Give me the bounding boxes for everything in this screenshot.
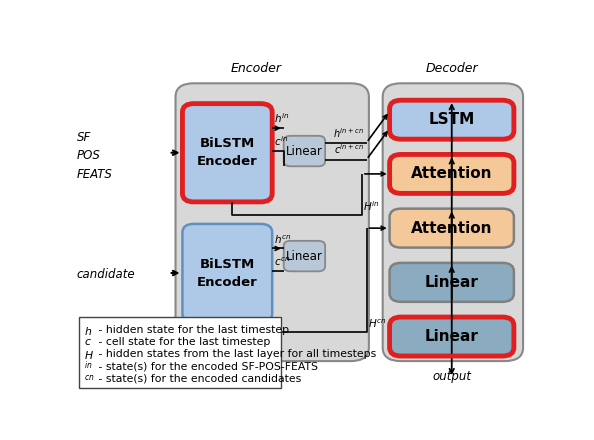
FancyBboxPatch shape <box>390 100 514 139</box>
Text: $^{cn}$: $^{cn}$ <box>84 373 95 383</box>
FancyBboxPatch shape <box>390 209 514 248</box>
Text: $c^{cn}$: $c^{cn}$ <box>274 256 290 268</box>
FancyBboxPatch shape <box>182 103 272 202</box>
Text: $h^{in}$: $h^{in}$ <box>274 112 289 125</box>
Text: - cell state for the last timestep: - cell state for the last timestep <box>94 337 270 347</box>
Text: BiLSTM
Encoder: BiLSTM Encoder <box>197 137 258 168</box>
Text: Linear: Linear <box>286 249 323 263</box>
FancyBboxPatch shape <box>383 83 523 361</box>
Text: candidate: candidate <box>77 268 135 281</box>
Text: $c$: $c$ <box>84 337 92 347</box>
Text: $H^{cn}$: $H^{cn}$ <box>368 317 387 330</box>
Text: Linear: Linear <box>425 329 479 344</box>
FancyBboxPatch shape <box>284 136 325 166</box>
Text: Linear: Linear <box>425 275 479 290</box>
Text: - hidden states from the last layer for all timesteps: - hidden states from the last layer for … <box>94 349 376 359</box>
Text: SF: SF <box>77 131 91 144</box>
FancyBboxPatch shape <box>79 317 282 388</box>
Text: $^{in}$: $^{in}$ <box>84 361 93 371</box>
FancyBboxPatch shape <box>284 241 325 271</box>
Text: BiLSTM
Encoder: BiLSTM Encoder <box>197 257 258 289</box>
Text: Encoder: Encoder <box>230 62 282 75</box>
Text: Decoder: Decoder <box>425 62 478 75</box>
Text: - state(s) for the encoded SF-POS-FEATS: - state(s) for the encoded SF-POS-FEATS <box>94 361 318 371</box>
Text: $c^{in}$: $c^{in}$ <box>274 134 288 148</box>
FancyBboxPatch shape <box>390 154 514 194</box>
Text: $h$: $h$ <box>84 325 93 337</box>
FancyBboxPatch shape <box>176 83 369 361</box>
Text: $H$: $H$ <box>84 349 94 361</box>
Text: Attention: Attention <box>411 220 492 236</box>
Text: - hidden state for the last timestep: - hidden state for the last timestep <box>94 325 289 334</box>
Text: $H^{in}$: $H^{in}$ <box>364 199 380 213</box>
Text: $h^{cn}$: $h^{cn}$ <box>274 233 291 246</box>
Text: output: output <box>432 370 471 383</box>
FancyBboxPatch shape <box>182 224 272 322</box>
Text: Attention: Attention <box>411 166 492 181</box>
Text: $h^{in+cn}$: $h^{in+cn}$ <box>333 126 364 139</box>
Text: - state(s) for the encoded candidates: - state(s) for the encoded candidates <box>94 373 301 383</box>
Text: FEATS: FEATS <box>77 168 112 181</box>
FancyBboxPatch shape <box>390 317 514 356</box>
Text: $c^{in+cn}$: $c^{in+cn}$ <box>334 143 364 157</box>
Text: LSTM: LSTM <box>429 112 475 127</box>
Text: Linear: Linear <box>286 145 323 158</box>
Text: POS: POS <box>77 149 100 162</box>
FancyBboxPatch shape <box>390 263 514 302</box>
